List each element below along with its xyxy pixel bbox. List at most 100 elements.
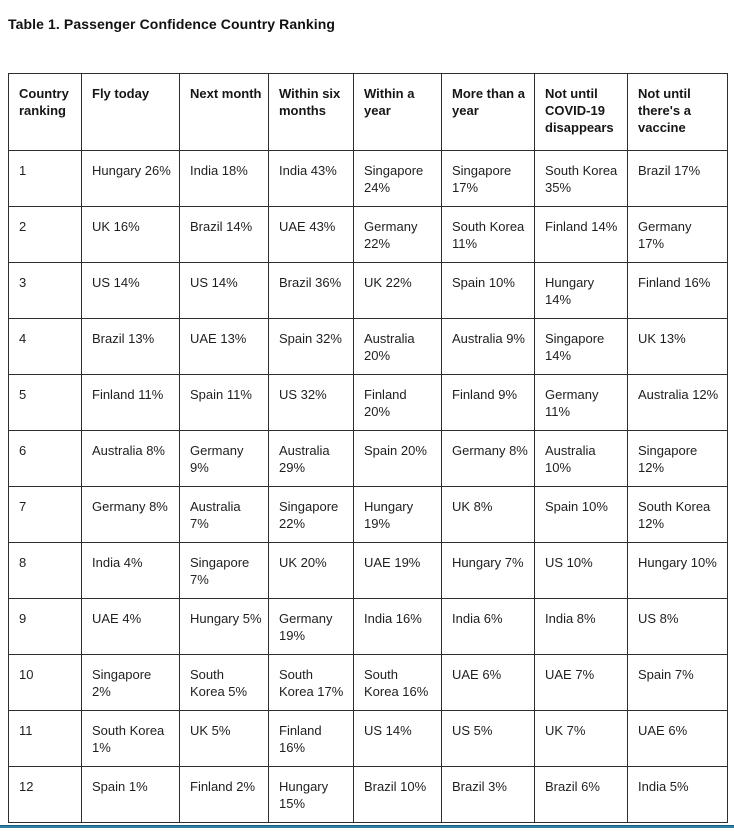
rank-cell: 4 <box>8 318 82 375</box>
data-cell: Australia 7% <box>179 486 269 543</box>
data-cell: Brazil 14% <box>179 206 269 263</box>
data-cell: Germany 9% <box>179 430 269 487</box>
table-row: 11 South Korea 1% UK 5% Finland 16% US 1… <box>8 710 728 767</box>
data-cell: South Korea 5% <box>179 654 269 711</box>
data-cell: India 16% <box>353 598 442 655</box>
data-cell: UK 8% <box>441 486 535 543</box>
table-row: 2 UK 16% Brazil 14% UAE 43% Germany 22% … <box>8 206 728 263</box>
data-cell: Finland 16% <box>627 262 728 319</box>
data-cell: Brazil 13% <box>81 318 180 375</box>
data-cell: Hungary 14% <box>534 262 628 319</box>
table-row: 10 Singapore 2% South Korea 5% South Kor… <box>8 654 728 711</box>
data-cell: Germany 8% <box>441 430 535 487</box>
table-row: 8 India 4% Singapore 7% UK 20% UAE 19% H… <box>8 542 728 599</box>
data-cell: Singapore 2% <box>81 654 180 711</box>
data-cell: US 14% <box>353 710 442 767</box>
data-cell: South Korea 1% <box>81 710 180 767</box>
rank-cell: 6 <box>8 430 82 487</box>
data-cell: India 8% <box>534 598 628 655</box>
table-title: Table 1. Passenger Confidence Country Ra… <box>8 16 336 32</box>
rank-cell: 3 <box>8 262 82 319</box>
data-cell: UK 13% <box>627 318 728 375</box>
rank-cell: 5 <box>8 374 82 431</box>
data-cell: Finland 16% <box>268 710 354 767</box>
data-cell: US 5% <box>441 710 535 767</box>
table-row: 5 Finland 11% Spain 11% US 32% Finland 2… <box>8 374 728 431</box>
data-cell: Singapore 17% <box>441 150 535 207</box>
rank-cell: 8 <box>8 542 82 599</box>
data-cell: Hungary 15% <box>268 766 354 823</box>
data-cell: UK 7% <box>534 710 628 767</box>
data-cell: UAE 19% <box>353 542 442 599</box>
rank-cell: 2 <box>8 206 82 263</box>
data-cell: UAE 6% <box>441 654 535 711</box>
rank-cell: 11 <box>8 710 82 767</box>
table-row: 12 Spain 1% Finland 2% Hungary 15% Brazi… <box>8 766 728 823</box>
data-cell: Hungary 26% <box>81 150 180 207</box>
data-cell: Spain 10% <box>534 486 628 543</box>
data-cell: Brazil 6% <box>534 766 628 823</box>
data-cell: South Korea 16% <box>353 654 442 711</box>
data-cell: Finland 9% <box>441 374 535 431</box>
data-cell: Brazil 17% <box>627 150 728 207</box>
data-cell: Brazil 3% <box>441 766 535 823</box>
data-cell: Germany 8% <box>81 486 180 543</box>
rank-cell: 9 <box>8 598 82 655</box>
data-cell: UAE 4% <box>81 598 180 655</box>
data-cell: Australia 29% <box>268 430 354 487</box>
data-cell: Singapore 22% <box>268 486 354 543</box>
data-cell: UK 5% <box>179 710 269 767</box>
data-cell: Brazil 36% <box>268 262 354 319</box>
data-cell: Finland 2% <box>179 766 269 823</box>
data-cell: Spain 10% <box>441 262 535 319</box>
data-cell: US 10% <box>534 542 628 599</box>
data-cell: Germany 22% <box>353 206 442 263</box>
column-header-not-until-covid19-disappears: Not until COVID-19 disappears <box>534 73 628 151</box>
data-cell: Spain 20% <box>353 430 442 487</box>
data-cell: US 8% <box>627 598 728 655</box>
data-cell: Germany 17% <box>627 206 728 263</box>
data-cell: Germany 19% <box>268 598 354 655</box>
data-cell: Singapore 24% <box>353 150 442 207</box>
data-cell: UK 20% <box>268 542 354 599</box>
column-header-next-month: Next month <box>179 73 269 151</box>
data-cell: Spain 32% <box>268 318 354 375</box>
data-cell: Finland 11% <box>81 374 180 431</box>
table-row: 1 Hungary 26% India 18% India 43% Singap… <box>8 150 728 207</box>
data-cell: Singapore 7% <box>179 542 269 599</box>
data-cell: Hungary 10% <box>627 542 728 599</box>
column-header-more-than-a-year: More than a year <box>441 73 535 151</box>
data-cell: Singapore 14% <box>534 318 628 375</box>
data-cell: Spain 1% <box>81 766 180 823</box>
data-cell: India 18% <box>179 150 269 207</box>
data-cell: Germany 11% <box>534 374 628 431</box>
data-cell: UAE 43% <box>268 206 354 263</box>
data-cell: Hungary 19% <box>353 486 442 543</box>
column-header-not-until-theres-a-vaccine: Not until there's a vaccine <box>627 73 728 151</box>
rank-cell: 10 <box>8 654 82 711</box>
data-cell: UAE 6% <box>627 710 728 767</box>
data-cell: UAE 13% <box>179 318 269 375</box>
table-header-row: Country ranking Fly today Next month Wit… <box>8 73 728 151</box>
table-row: 9 UAE 4% Hungary 5% Germany 19% India 16… <box>8 598 728 655</box>
data-cell: South Korea 11% <box>441 206 535 263</box>
data-cell: India 4% <box>81 542 180 599</box>
column-header-country-ranking: Country ranking <box>8 73 82 151</box>
data-cell: Australia 8% <box>81 430 180 487</box>
column-header-within-six-months: Within six months <box>268 73 354 151</box>
rank-cell: 7 <box>8 486 82 543</box>
data-cell: Australia 10% <box>534 430 628 487</box>
data-cell: India 43% <box>268 150 354 207</box>
data-cell: Brazil 10% <box>353 766 442 823</box>
data-cell: US 32% <box>268 374 354 431</box>
rank-cell: 12 <box>8 766 82 823</box>
data-cell: US 14% <box>179 262 269 319</box>
data-cell: South Korea 35% <box>534 150 628 207</box>
column-header-fly-today: Fly today <box>81 73 180 151</box>
data-cell: UAE 7% <box>534 654 628 711</box>
table-row: 7 Germany 8% Australia 7% Singapore 22% … <box>8 486 728 543</box>
data-cell: Finland 20% <box>353 374 442 431</box>
data-cell: Hungary 7% <box>441 542 535 599</box>
data-cell: Singapore 12% <box>627 430 728 487</box>
